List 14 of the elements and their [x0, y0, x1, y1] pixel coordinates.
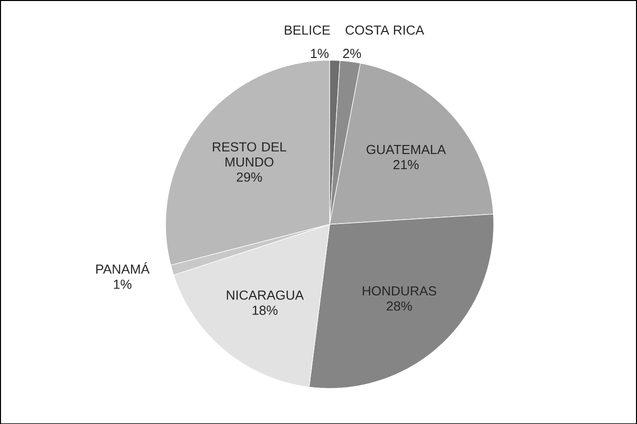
slice-label: COSTA RICA — [346, 25, 424, 35]
data-label: 1% — [114, 280, 132, 289]
slice-label: NICARAGUA — [226, 290, 304, 300]
slice-label: RESTO DEL MUNDO — [212, 142, 286, 166]
slice-label: GUATEMALA — [366, 144, 446, 154]
data-label: 1% — [311, 48, 329, 58]
data-label: 18% — [252, 305, 278, 315]
slice-label: BELICE — [284, 25, 330, 35]
data-label: 2% — [343, 48, 361, 58]
data-label: 29% — [236, 172, 262, 182]
data-label: 21% — [393, 160, 419, 170]
data-label: 28% — [386, 301, 412, 311]
slice-label: PANAMÁ — [96, 262, 150, 274]
slice-label: HONDURAS — [362, 286, 436, 296]
